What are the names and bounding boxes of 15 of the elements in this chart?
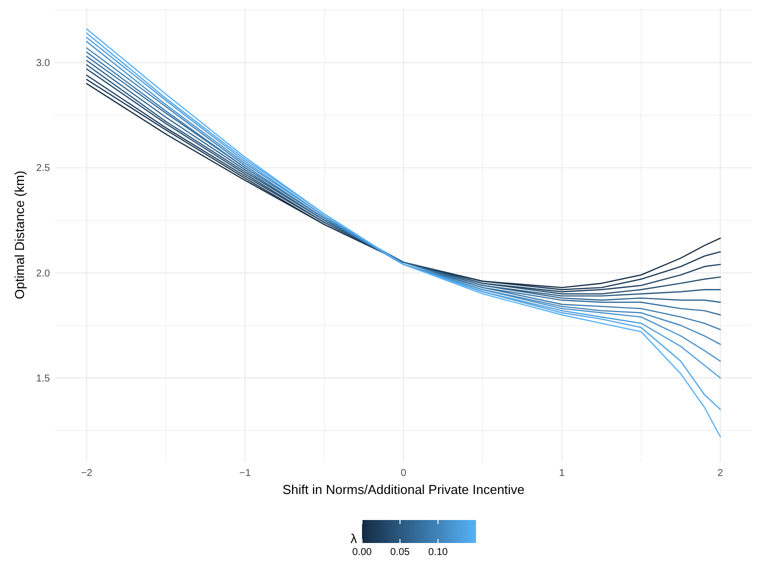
color-bar-label: 0.05 (390, 547, 410, 558)
x-axis-title: Shift in Norms/Additional Private Incentive (282, 482, 525, 497)
x-tick-label: −1 (239, 468, 252, 479)
y-tick-label: 3.0 (36, 58, 50, 70)
color-bar-label: 0.10 (428, 547, 448, 558)
color-bar-label: 0.00 (352, 547, 372, 558)
x-tick-label: 0 (400, 468, 407, 479)
y-tick-label: 2.0 (36, 268, 50, 280)
x-tick-label: 1 (559, 468, 566, 479)
y-axis-title: Optimal Distance (km) (12, 170, 27, 300)
color-bar-title: λ (350, 531, 358, 546)
y-tick-label: 2.5 (36, 163, 50, 174)
x-tick-label: −2 (80, 468, 93, 479)
x-tick-label: 2 (718, 468, 724, 479)
y-tick-label: 1.5 (36, 373, 50, 384)
